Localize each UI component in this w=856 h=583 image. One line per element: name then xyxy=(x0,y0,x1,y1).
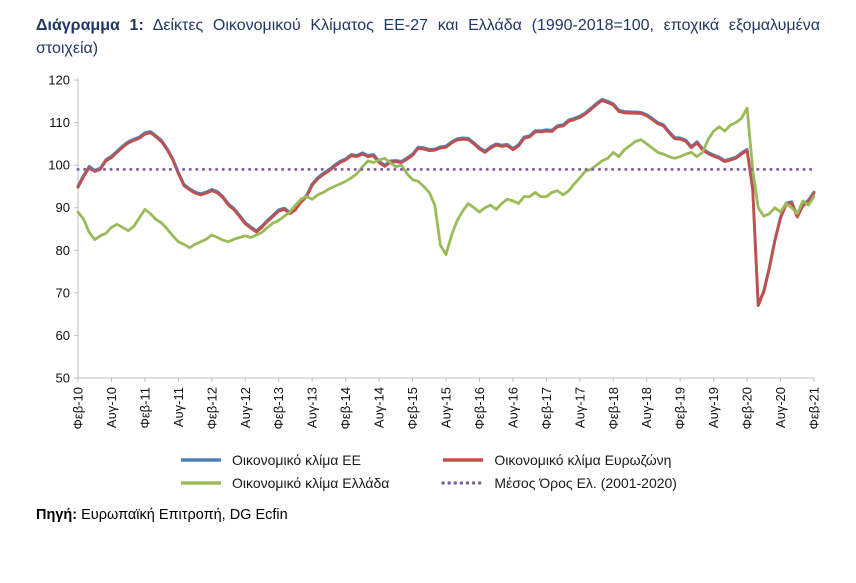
svg-text:80: 80 xyxy=(56,243,70,258)
svg-text:50: 50 xyxy=(56,371,70,386)
series-line-eurozone xyxy=(76,99,816,308)
source-text: Ευρωπαϊκή Επιτροπή, DG Ecfin xyxy=(81,507,288,524)
svg-text:60: 60 xyxy=(56,328,70,343)
legend-line-sample-eurozone xyxy=(443,458,484,463)
svg-text:Φεβ-15: Φεβ-15 xyxy=(405,387,420,429)
svg-text:Αυγ-15: Αυγ-15 xyxy=(439,387,454,428)
svg-text:Φεβ-20: Φεβ-20 xyxy=(740,387,755,429)
legend-label-eurozone: Οικονομικό κλίμα Ευρωζώνη xyxy=(494,452,672,469)
legend-line-sample-ee xyxy=(181,458,222,463)
svg-text:Φεβ-12: Φεβ-12 xyxy=(204,387,219,429)
svg-text:Αυγ-13: Αυγ-13 xyxy=(305,387,320,428)
svg-text:70: 70 xyxy=(56,286,70,301)
chart-legend: Οικονομικό κλίμα ΕΕ Οικονομικό κλίμα Ευρω… xyxy=(36,452,820,491)
svg-text:Αυγ-10: Αυγ-10 xyxy=(104,387,119,428)
svg-text:Φεβ-19: Φεβ-19 xyxy=(673,387,688,429)
legend-label-greece: Οικονομικό κλίμα Ελλάδα xyxy=(232,475,390,492)
svg-text:Φεβ-13: Φεβ-13 xyxy=(271,387,286,429)
source-label: Πηγή: xyxy=(36,507,78,524)
svg-text:Αυγ-19: Αυγ-19 xyxy=(706,387,721,428)
legend-item-eurozone: Οικονομικό κλίμα Ευρωζώνη xyxy=(441,452,677,468)
svg-text:Φεβ-17: Φεβ-17 xyxy=(539,387,554,429)
svg-text:Φεβ-18: Φεβ-18 xyxy=(606,387,621,429)
svg-text:Φεβ-16: Φεβ-16 xyxy=(472,387,487,429)
source-line: Πηγή: Ευρωπαϊκή Επιτροπή, DG Ecfin xyxy=(36,507,820,523)
legend-line-sample-mean xyxy=(441,481,486,486)
x-axis-ticks: Φεβ-10 Αυγ-10 Φεβ-11 Αυγ-11 Φεβ-12 Αυγ-12 Φεβ-… xyxy=(71,378,821,430)
chart-figure: 50 60 70 80 90 100 110 120 Φεβ-10 Αυγ-10 Φεβ-11 Αυγ… xyxy=(36,68,821,492)
svg-text:120: 120 xyxy=(48,73,70,88)
chart-title: Διάγραμμα 1: Δείκτες Οικονομικού Κλίματο… xyxy=(36,14,820,60)
svg-text:Αυγ-12: Αυγ-12 xyxy=(238,387,253,428)
legend-line-sample-greece xyxy=(181,481,222,486)
series-line-greece xyxy=(76,107,816,257)
legend-label-mean: Μέσος Όρος Ελ. (2001-2020) xyxy=(494,475,677,492)
svg-text:100: 100 xyxy=(48,158,70,173)
legend-item-ee: Οικονομικό κλίμα ΕΕ xyxy=(179,452,389,468)
svg-text:Αυγ-11: Αυγ-11 xyxy=(171,387,186,427)
svg-text:Αυγ-18: Αυγ-18 xyxy=(639,387,654,428)
axes xyxy=(77,78,814,379)
chart-title-text: Δείκτες Οικονομικού Κλίματος ΕΕ-27 και Ε… xyxy=(36,17,821,58)
svg-text:Φεβ-11: Φεβ-11 xyxy=(137,387,152,428)
svg-text:Αυγ-17: Αυγ-17 xyxy=(572,387,587,428)
svg-text:Φεβ-10: Φεβ-10 xyxy=(71,387,86,429)
y-axis-ticks: 50 60 70 80 90 100 110 120 xyxy=(48,73,78,386)
series-lines xyxy=(76,98,816,308)
legend-item-mean: Μέσος Όρος Ελ. (2001-2020) xyxy=(441,475,677,491)
legend-label-ee: Οικονομικό κλίμα ΕΕ xyxy=(232,452,361,469)
svg-text:Φεβ-14: Φεβ-14 xyxy=(338,387,353,429)
svg-text:90: 90 xyxy=(56,201,70,216)
svg-text:110: 110 xyxy=(49,115,70,130)
chart-title-label: Διάγραμμα 1: xyxy=(36,17,144,34)
svg-text:Αυγ-14: Αυγ-14 xyxy=(372,387,387,428)
svg-text:Φεβ-21: Φεβ-21 xyxy=(807,387,821,429)
legend-item-greece: Οικονομικό κλίμα Ελλάδα xyxy=(179,475,389,491)
svg-text:Αυγ-20: Αυγ-20 xyxy=(773,387,788,428)
climate-line-chart: 50 60 70 80 90 100 110 120 Φεβ-10 Αυγ-10 Φεβ-11 Αυγ… xyxy=(48,73,821,430)
svg-text:Αυγ-16: Αυγ-16 xyxy=(505,387,520,428)
series-line-ee xyxy=(76,98,816,307)
